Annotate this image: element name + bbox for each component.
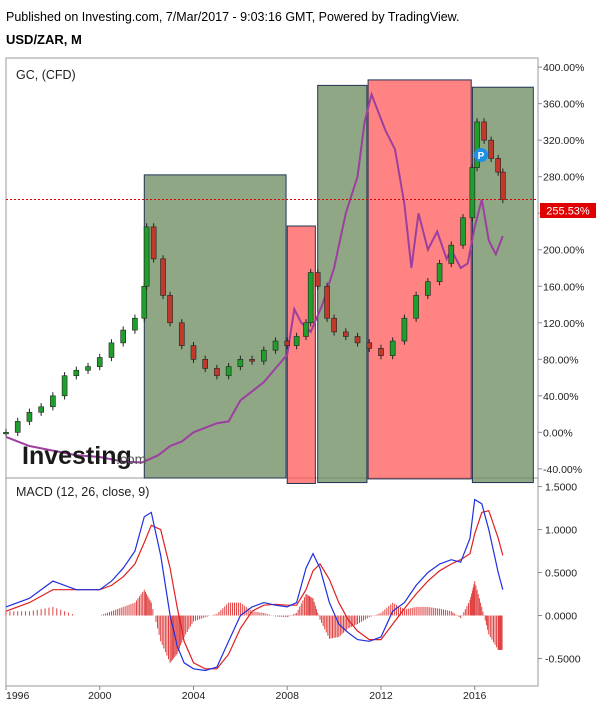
candle xyxy=(50,395,56,408)
price-tick-label: 40.00% xyxy=(543,391,579,403)
candle xyxy=(38,406,44,413)
candle xyxy=(73,369,80,377)
candle xyxy=(413,295,419,319)
candle xyxy=(448,244,455,264)
macd-tick-label: 1.5000 xyxy=(545,482,577,494)
candle xyxy=(293,336,300,346)
macd-panel-frame xyxy=(5,477,539,687)
pattern-marker-icon[interactable]: P xyxy=(474,148,488,162)
candle xyxy=(214,368,220,377)
candle xyxy=(190,345,197,360)
candle xyxy=(132,317,138,331)
candle xyxy=(202,359,209,369)
price-axis: 400.00%360.00%320.00%280.00%240.00%200.0… xyxy=(6,62,584,476)
candle xyxy=(160,258,166,296)
candle xyxy=(500,171,506,200)
candle xyxy=(303,322,309,337)
candle xyxy=(143,226,150,287)
candle xyxy=(366,342,373,349)
candle xyxy=(96,357,103,367)
candle xyxy=(14,421,21,433)
candle xyxy=(354,336,361,344)
time-tick-label: 2012 xyxy=(369,690,393,702)
candle xyxy=(237,359,244,367)
candle xyxy=(61,375,68,397)
candle xyxy=(474,121,480,168)
macd-panel-title: MACD (12, 26, close, 9) xyxy=(16,485,149,499)
candle xyxy=(488,139,494,159)
candle xyxy=(401,317,408,342)
logo-suffix: .com xyxy=(116,451,146,467)
price-panel-title: GC, (CFD) xyxy=(16,68,76,82)
candle xyxy=(481,121,487,141)
last-price-badge: 255.53% xyxy=(540,203,596,218)
candle xyxy=(167,295,173,324)
svg-text:P: P xyxy=(478,151,485,162)
macd-tick-label: -0.5000 xyxy=(545,653,581,665)
candle xyxy=(314,272,321,287)
time-tick-label: 2008 xyxy=(276,690,300,702)
candle xyxy=(469,167,476,219)
candle xyxy=(324,285,330,319)
candle xyxy=(389,340,396,356)
macd-lines xyxy=(5,498,504,672)
price-tick-label: 0.00% xyxy=(543,427,573,439)
region-green-4 xyxy=(471,86,534,484)
price-tick-label: 400.00% xyxy=(543,62,584,74)
candlestick-series xyxy=(3,118,506,436)
last-price-value: 255.53% xyxy=(546,206,590,218)
price-tick-label: 80.00% xyxy=(543,354,579,366)
candle xyxy=(120,329,126,344)
candle xyxy=(3,432,9,435)
region-red-3 xyxy=(367,79,472,480)
symbol-line: USD/ZAR, M xyxy=(6,32,82,47)
candle xyxy=(225,366,232,377)
candle xyxy=(141,285,148,319)
time-tick-label: 2016 xyxy=(463,690,487,702)
macd-axis: 1.5000 1.0000 0.5000 0.0000 -0.5000 xyxy=(538,482,581,665)
price-tick-label: -40.00% xyxy=(543,464,582,476)
candle xyxy=(378,348,384,356)
price-tick-label: 360.00% xyxy=(543,99,584,111)
price-tick-label: 160.00% xyxy=(543,281,584,293)
time-tick-label: 2000 xyxy=(88,690,112,702)
macd-tick-label: 0.0000 xyxy=(545,611,577,623)
candle xyxy=(249,359,255,362)
candle xyxy=(307,272,314,324)
time-tick-label: 2004 xyxy=(182,690,206,702)
macd-histogram xyxy=(5,581,503,663)
logo-brand: Investing xyxy=(22,442,132,470)
macd-tick-label: 1.0000 xyxy=(545,525,577,537)
candle xyxy=(85,366,91,371)
region-green-0 xyxy=(143,174,287,479)
price-tick-label: 120.00% xyxy=(543,318,584,330)
candle xyxy=(436,263,443,282)
candle xyxy=(331,317,337,333)
time-tick-label: 1996 xyxy=(6,690,30,702)
macd-tick-label: 0.5000 xyxy=(545,568,577,580)
price-tick-label: 200.00% xyxy=(543,245,584,257)
candle xyxy=(178,322,185,346)
candle xyxy=(495,158,501,173)
candle xyxy=(150,226,157,260)
candle xyxy=(108,342,115,358)
candle xyxy=(284,340,291,346)
investing-logo: Investing .com xyxy=(22,442,146,470)
region-green-2 xyxy=(317,84,368,484)
candle xyxy=(343,331,349,337)
time-axis: 1996 2000 2004 2008 2012 2016 xyxy=(5,686,487,702)
published-line: Published on Investing.com, 7/Mar/2017 -… xyxy=(6,10,460,24)
macd-line xyxy=(5,498,504,672)
candle xyxy=(26,411,33,422)
region-red-1 xyxy=(286,225,316,484)
price-tick-label: 280.00% xyxy=(543,172,584,184)
candle xyxy=(425,281,431,296)
candle xyxy=(272,340,279,351)
price-tick-label: 320.00% xyxy=(543,135,584,147)
candle xyxy=(260,349,267,362)
candle xyxy=(460,217,466,246)
